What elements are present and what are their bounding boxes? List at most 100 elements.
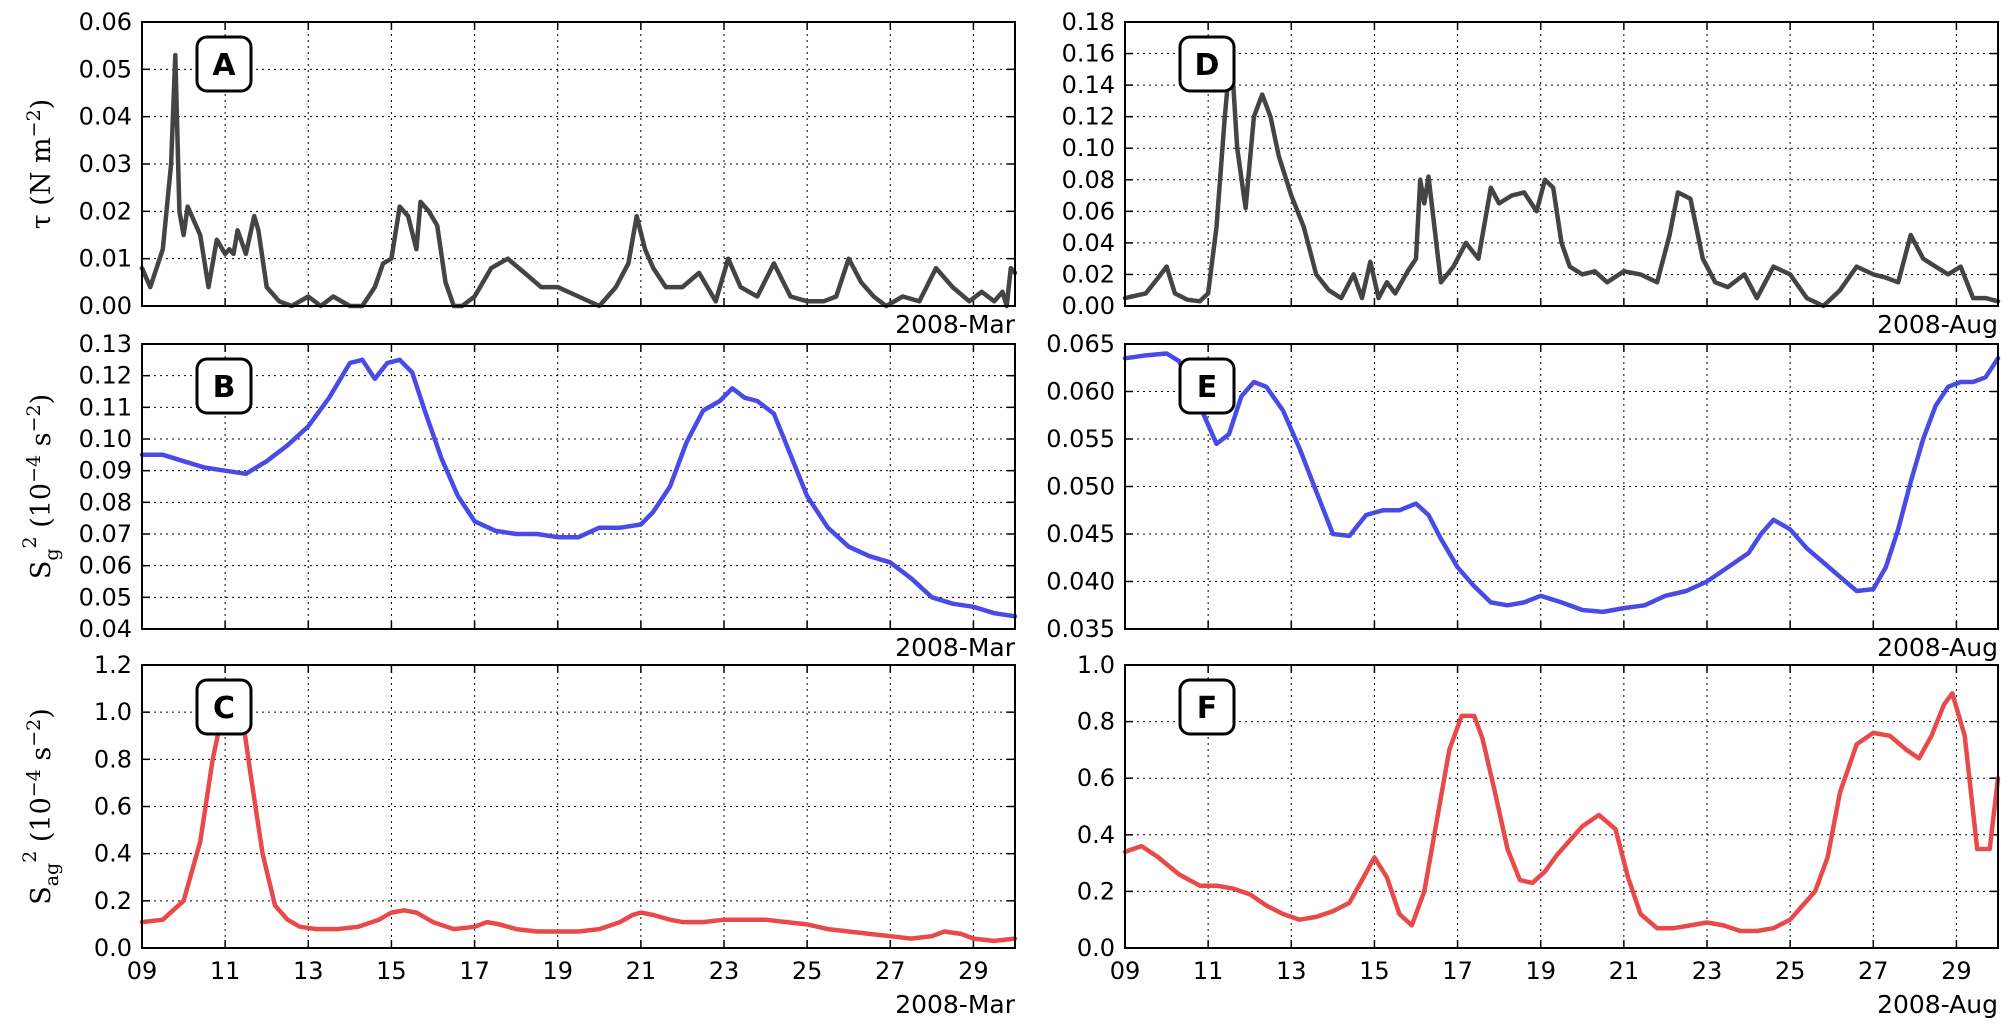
panel-badge (1178, 35, 1236, 93)
x-tick-label: 19 (1525, 957, 1556, 985)
plot-frame (1124, 343, 1999, 630)
plot-frame (141, 664, 1016, 949)
y-tick-label: 0.12 (1062, 103, 1115, 131)
y-axis-label-part: (10 (26, 797, 57, 850)
y-axis-label-part: (10 (26, 483, 57, 536)
y-tick-label: 0.12 (79, 362, 132, 390)
date-label: 2008-Aug (1877, 633, 1998, 662)
y-tick-label: 0.060 (1046, 378, 1115, 406)
date-label: 2008-Mar (895, 310, 1016, 339)
y-axis-label-part: s (26, 747, 57, 769)
y-tick-label: 0.18 (1062, 8, 1115, 36)
y-tick-label: 0.065 (1046, 330, 1115, 358)
y-tick-label: 0.02 (1062, 260, 1115, 288)
y-tick-label: 0.09 (79, 457, 132, 485)
y-tick-label: 0.11 (79, 393, 132, 421)
x-tick-label: 25 (1775, 957, 1806, 985)
x-tick-label: 23 (1692, 957, 1723, 985)
series-line (139, 357, 1018, 619)
y-tick-label: 0.045 (1046, 520, 1115, 548)
series-line (139, 52, 1018, 309)
y-axis-label-part: −2 (23, 404, 45, 432)
y-tick-label: 0.2 (94, 887, 132, 915)
panel-letter: C (213, 691, 235, 726)
y-tick-label: 0.13 (79, 330, 132, 358)
panel-badge (195, 35, 253, 93)
plot-frame (141, 21, 1016, 307)
y-axis-label-part: 2 (19, 536, 41, 548)
y-axis-label-part: ) (26, 394, 57, 405)
y-axis-label-part: ag (41, 863, 63, 887)
x-tick-label: 23 (709, 957, 740, 985)
y-tick-label: 0.08 (79, 488, 132, 516)
x-tick-label: 19 (542, 957, 573, 985)
y-axis-label-part: S (26, 561, 57, 580)
y-tick-label: 1.0 (94, 698, 132, 726)
x-tick-label: 21 (626, 957, 657, 985)
y-tick-label: 1.2 (94, 651, 132, 679)
y-tick-label: 0.04 (79, 103, 132, 131)
y-axis-label-part: g (41, 548, 63, 560)
series-line (1122, 46, 2001, 309)
y-tick-label: 0.050 (1046, 473, 1115, 501)
y-axis-label-part: S (26, 886, 57, 905)
y-tick-label: 0.8 (1077, 708, 1115, 736)
y-tick-label: 0.05 (79, 55, 132, 83)
x-tick-label: 29 (958, 957, 989, 985)
x-tick-label: 27 (875, 957, 906, 985)
y-tick-label: 0.01 (79, 245, 132, 273)
series-line (1122, 691, 2001, 934)
y-tick-label: 0.04 (79, 615, 132, 643)
y-tick-label: 0.10 (1062, 134, 1115, 162)
y-tick-label: 0.00 (79, 292, 132, 320)
x-tick-label: 15 (1359, 957, 1390, 985)
y-tick-label: 0.08 (1062, 166, 1115, 194)
x-tick-label: 17 (1442, 957, 1473, 985)
y-tick-label: 0.05 (79, 583, 132, 611)
y-tick-label: 0.040 (1046, 568, 1115, 596)
y-tick-label: 0.16 (1062, 40, 1115, 68)
y-axis-label-part: −4 (23, 769, 45, 797)
y-axis-label: Sag2 (10−4 s−2) (19, 708, 63, 905)
y-axis-label: Sg2 (10−4 s−2) (19, 394, 63, 579)
y-axis-label: τ (N m−2) (23, 99, 57, 229)
y-tick-label: 0.06 (79, 552, 132, 580)
panel-d: 0.00 0.02 0.04 0.06 0.08 0.10 0.12 0.14 0.16 0.18… (1062, 8, 2001, 339)
panel-a: 0.00 0.01 0.02 0.03 0.04 0.05 0.06 2008-Mar Aτ (… (23, 8, 1018, 339)
y-tick-label: 0.07 (79, 520, 132, 548)
panel-badge (195, 678, 253, 736)
y-tick-label: 0.10 (79, 425, 132, 453)
y-axis-label-part: −2 (23, 109, 45, 137)
x-tick-label: 27 (1858, 957, 1889, 985)
panel-b: 0.04 0.05 0.06 0.07 0.08 0.09 0.10 0.11 0.12 0.13… (19, 330, 1018, 662)
panel-letter: B (213, 370, 236, 405)
y-tick-label: 0.035 (1046, 615, 1115, 643)
y-tick-label: 0.4 (94, 840, 132, 868)
y-tick-label: 1.0 (1077, 651, 1115, 679)
y-axis-label-part: τ (N m (26, 137, 57, 229)
date-label: 2008-Mar (895, 990, 1016, 1019)
panel-letter: D (1195, 48, 1220, 83)
y-tick-label: 0.6 (1077, 764, 1115, 792)
x-tick-label: 13 (293, 957, 324, 985)
x-tick-label: 09 (127, 957, 158, 985)
y-axis-label-part: 2 (19, 851, 41, 863)
panel-e: 0.035 0.040 0.045 0.050 0.055 0.060 0.065 2008-… (1046, 330, 2001, 662)
plot-frame (1124, 664, 1999, 949)
x-tick-label: 17 (459, 957, 490, 985)
y-tick-label: 0.04 (1062, 229, 1115, 257)
y-axis-label-part: s (26, 432, 57, 454)
y-tick-label: 0.8 (94, 745, 132, 773)
series-line (139, 691, 1018, 944)
y-tick-label: 0.06 (1062, 197, 1115, 225)
y-tick-label: 0.4 (1077, 821, 1115, 849)
date-label: 2008-Mar (895, 633, 1016, 662)
date-label: 2008-Aug (1877, 310, 1998, 339)
y-tick-label: 0.055 (1046, 425, 1115, 453)
x-tick-label: 15 (376, 957, 407, 985)
series-line (1122, 351, 2001, 615)
x-tick-label: 25 (792, 957, 823, 985)
date-label: 2008-Aug (1877, 990, 1998, 1019)
panel-badge (1178, 357, 1236, 415)
